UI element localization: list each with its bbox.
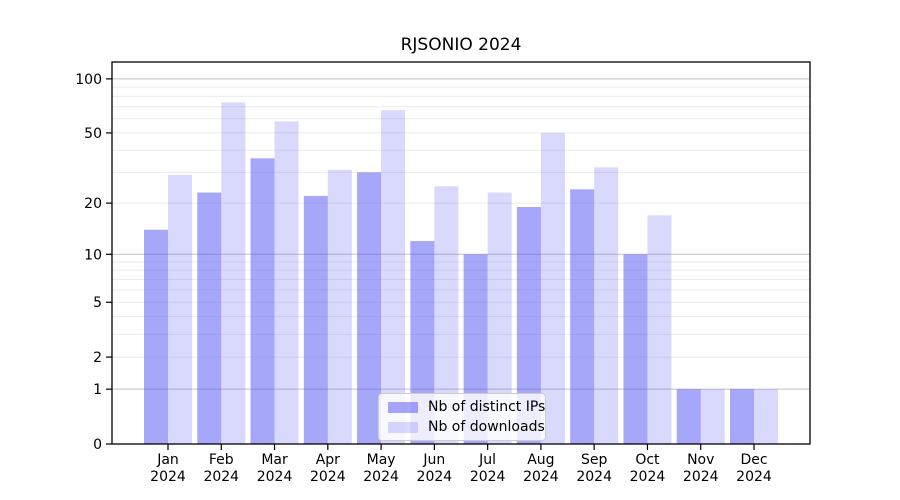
bar-distinct-ips	[303, 195, 328, 444]
x-tick-label-year: 2024	[470, 469, 506, 485]
legend-swatch-downloads	[388, 421, 418, 433]
legend-item-downloads: Nb of downloads	[388, 419, 545, 435]
x-tick-label-year: 2024	[630, 469, 666, 485]
bar-downloads	[594, 167, 619, 444]
x-tick-label-year: 2024	[576, 469, 612, 485]
x-tick-label-year: 2024	[150, 469, 186, 485]
legend-box: Nb of distinct IPs Nb of downloads	[378, 393, 546, 441]
chart-title: RJSONIO 2024	[401, 35, 522, 55]
bar-distinct-ips	[357, 172, 382, 444]
legend-label-distinct-ips: Nb of distinct IPs	[428, 399, 546, 415]
bar-distinct-ips	[250, 158, 275, 444]
bar-downloads	[381, 110, 406, 445]
x-tick-label-month: Jun	[422, 452, 445, 468]
x-tick-label-year: 2024	[683, 469, 719, 485]
y-tick-label: 100	[75, 72, 102, 88]
x-tick-label-month: Apr	[316, 452, 340, 468]
bar-downloads	[754, 389, 778, 444]
y-tick-label: 20	[84, 196, 102, 212]
x-tick-label-year: 2024	[310, 469, 346, 485]
x-tick-label-year: 2024	[257, 469, 293, 485]
x-tick-label-year: 2024	[417, 469, 453, 485]
grid-layer	[112, 78, 810, 390]
x-tick-label-month: May	[367, 452, 396, 468]
x-tick-label-month: Mar	[261, 452, 288, 468]
x-tick-label-month: Dec	[740, 452, 767, 468]
bar-downloads	[540, 132, 565, 445]
x-tick-label-month: Sep	[581, 452, 608, 468]
legend-item-distinct-ips: Nb of distinct IPs	[388, 399, 545, 415]
bar-distinct-ips	[144, 229, 168, 444]
x-tick-label-year: 2024	[523, 469, 559, 485]
bar-downloads	[168, 174, 192, 444]
x-tick-label-year: 2024	[363, 469, 399, 485]
x-tick-label-year: 2024	[203, 469, 239, 485]
x-tick-label-year: 2024	[736, 469, 772, 485]
y-tick-label: 1	[93, 382, 102, 398]
bar-downloads	[274, 121, 299, 445]
bar-distinct-ips	[676, 389, 701, 444]
x-tick-label-month: Feb	[209, 452, 234, 468]
y-tick-label: 5	[93, 295, 102, 311]
bar-downloads	[221, 102, 246, 445]
x-tick-label-month: Oct	[635, 452, 660, 468]
y-tick-label: 0	[93, 437, 102, 453]
y-tick-label: 2	[93, 350, 102, 366]
axis-layer: 0125102050100Jan2024Feb2024Mar2024Apr202…	[75, 61, 811, 485]
bar-distinct-ips	[197, 192, 222, 444]
plot-border	[111, 61, 811, 445]
x-tick-label-month: Jan	[156, 452, 179, 468]
bar-distinct-ips	[623, 254, 648, 444]
legend-swatch-distinct-ips	[388, 401, 418, 413]
bar-downloads	[327, 169, 352, 444]
bar-distinct-ips	[730, 389, 754, 444]
bar-distinct-ips	[570, 189, 595, 444]
y-tick-label: 50	[84, 126, 102, 142]
legend-label-downloads: Nb of downloads	[428, 419, 545, 435]
y-tick-label: 10	[84, 247, 102, 263]
x-tick-label-month: Aug	[527, 452, 554, 468]
x-tick-label-month: Nov	[687, 452, 714, 468]
bar-downloads	[700, 389, 725, 444]
bar-downloads	[647, 215, 672, 444]
x-tick-label-month: Jul	[478, 452, 496, 468]
